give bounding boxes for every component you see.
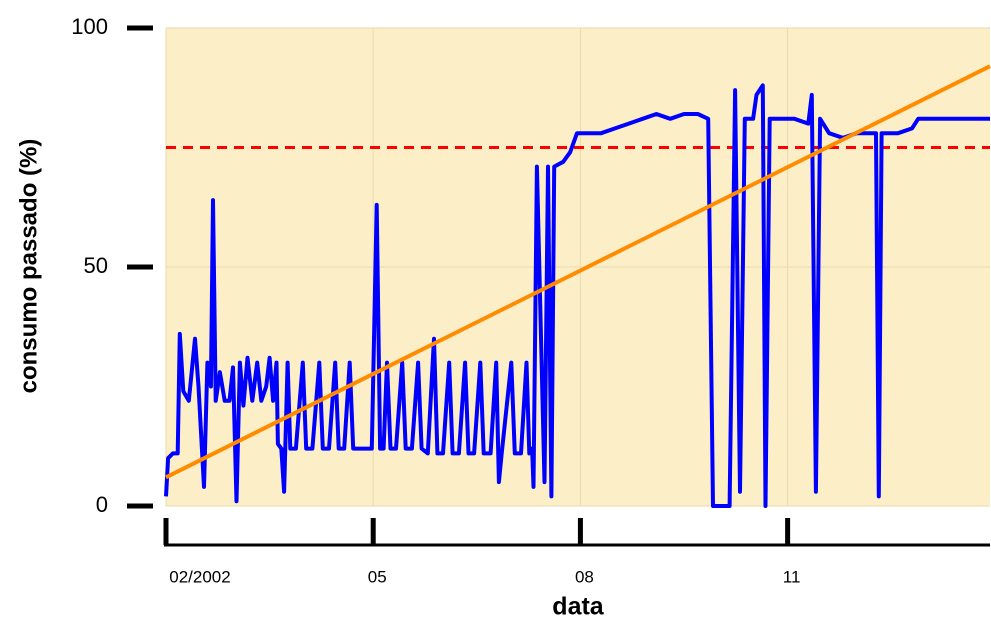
x-axis-title: data [552,593,605,621]
y-tick-label: 100 [71,14,108,39]
y-axis-title: consumo passado (%) [15,139,42,394]
y-tick-label: 0 [96,492,108,517]
series-line [164,83,990,508]
x-tick-label: 05 [368,567,387,586]
x-tick-label: 08 [575,567,594,586]
series-line [165,64,991,480]
x-tick-label: 02/2002 [169,567,230,586]
y-tick-label: 50 [84,253,108,278]
x-tick-label: 11 [783,567,801,586]
